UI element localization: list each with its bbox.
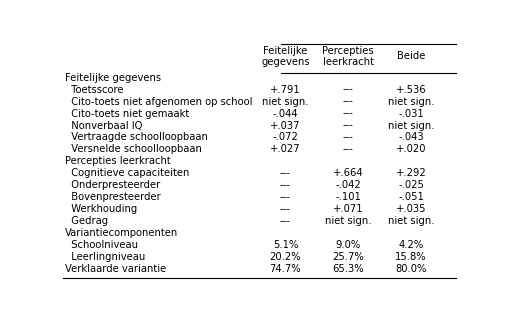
Text: 15.8%: 15.8% [395,252,427,262]
Text: niet sign.: niet sign. [325,217,372,226]
Text: +.035: +.035 [396,204,426,214]
Text: ---: --- [343,133,354,143]
Text: +.536: +.536 [396,85,426,94]
Text: 25.7%: 25.7% [333,252,364,262]
Text: +.664: +.664 [333,168,364,178]
Text: +.037: +.037 [270,120,301,131]
Text: 4.2%: 4.2% [399,240,424,250]
Text: 20.2%: 20.2% [270,252,301,262]
Text: -.044: -.044 [273,108,298,119]
Text: +.292: +.292 [396,168,426,178]
Text: Versnelde schoolloopbaan: Versnelde schoolloopbaan [65,145,202,154]
Text: +.071: +.071 [333,204,364,214]
Text: +.791: +.791 [270,85,301,94]
Text: ---: --- [343,108,354,119]
Text: Percepties
leerkracht: Percepties leerkracht [322,46,374,67]
Text: ---: --- [280,192,291,203]
Text: +.020: +.020 [396,145,426,154]
Text: Onderpresteerder: Onderpresteerder [65,180,161,191]
Text: -.043: -.043 [399,133,424,143]
Text: Feitelijke gegevens: Feitelijke gegevens [65,73,161,83]
Text: 74.7%: 74.7% [270,264,301,274]
Text: niet sign.: niet sign. [388,120,434,131]
Text: Variantiecomponenten: Variantiecomponenten [65,228,178,238]
Text: -.072: -.072 [272,133,298,143]
Text: 65.3%: 65.3% [333,264,364,274]
Text: ---: --- [280,204,291,214]
Text: niet sign.: niet sign. [388,217,434,226]
Text: Vertraagde schoolloopbaan: Vertraagde schoolloopbaan [65,133,208,143]
Text: Gedrag: Gedrag [65,217,108,226]
Text: -.042: -.042 [335,180,361,191]
Text: ---: --- [343,97,354,107]
Text: 5.1%: 5.1% [273,240,298,250]
Text: 9.0%: 9.0% [336,240,361,250]
Text: -.051: -.051 [398,192,424,203]
Text: Beide: Beide [397,51,425,61]
Text: Toetsscore: Toetsscore [65,85,124,94]
Text: Verklaarde variantie: Verklaarde variantie [65,264,167,274]
Text: ---: --- [343,120,354,131]
Text: Nonverbaal IQ: Nonverbaal IQ [65,120,142,131]
Text: Cito-toets niet gemaakt: Cito-toets niet gemaakt [65,108,190,119]
Text: Leerlingniveau: Leerlingniveau [65,252,146,262]
Text: Werkhouding: Werkhouding [65,204,137,214]
Text: -.031: -.031 [398,108,424,119]
Text: Feitelijke
gegevens: Feitelijke gegevens [261,46,310,67]
Text: ---: --- [280,217,291,226]
Text: Schoolniveau: Schoolniveau [65,240,138,250]
Text: niet sign.: niet sign. [388,97,434,107]
Text: -.101: -.101 [335,192,361,203]
Text: Cognitieve capaciteiten: Cognitieve capaciteiten [65,168,190,178]
Text: Percepties leerkracht: Percepties leerkracht [65,157,171,166]
Text: niet sign.: niet sign. [262,97,309,107]
Text: ---: --- [280,180,291,191]
Text: +.027: +.027 [270,145,301,154]
Text: Bovenpresteerder: Bovenpresteerder [65,192,161,203]
Text: -.025: -.025 [398,180,424,191]
Text: ---: --- [343,85,354,94]
Text: ---: --- [343,145,354,154]
Text: 80.0%: 80.0% [395,264,427,274]
Text: ---: --- [280,168,291,178]
Text: Cito-toets niet afgenomen op school: Cito-toets niet afgenomen op school [65,97,253,107]
